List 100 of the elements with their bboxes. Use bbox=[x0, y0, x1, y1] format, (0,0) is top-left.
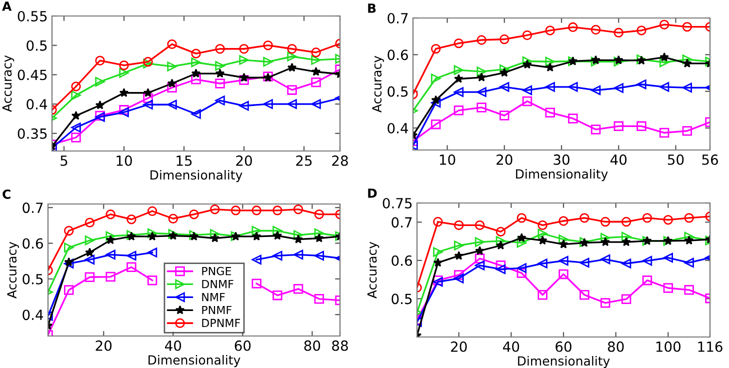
x-tick-label: 88 bbox=[332, 340, 348, 351]
point bbox=[454, 106, 464, 116]
y-tick-label: 0.7 bbox=[388, 12, 408, 24]
point bbox=[210, 204, 220, 214]
point bbox=[622, 237, 631, 246]
chart-title: A bbox=[2, 2, 12, 11]
point bbox=[500, 110, 510, 120]
point bbox=[684, 236, 694, 245]
point bbox=[621, 294, 632, 304]
point bbox=[538, 258, 548, 268]
point bbox=[314, 250, 324, 261]
x-tick-label: 20 bbox=[496, 154, 512, 165]
point bbox=[119, 68, 129, 78]
point bbox=[215, 96, 225, 106]
point bbox=[106, 235, 116, 244]
point bbox=[663, 252, 674, 263]
y-tick-label: 0.35 bbox=[18, 128, 47, 139]
point bbox=[167, 82, 177, 92]
point bbox=[682, 54, 692, 64]
point bbox=[147, 228, 158, 238]
point bbox=[580, 290, 590, 300]
point bbox=[496, 240, 506, 250]
point bbox=[545, 82, 555, 92]
point bbox=[84, 254, 95, 265]
point bbox=[71, 122, 81, 132]
x-tick-label: 80 bbox=[304, 340, 320, 351]
point bbox=[500, 64, 510, 74]
point bbox=[558, 239, 568, 248]
y-tick-label: 0.5 bbox=[26, 40, 47, 51]
y-tick-label: 0.5 bbox=[22, 274, 43, 284]
point bbox=[252, 226, 262, 236]
point bbox=[191, 48, 201, 58]
x-axis-title: Dimensionality bbox=[148, 354, 240, 368]
point bbox=[500, 68, 510, 77]
point bbox=[272, 206, 282, 216]
point bbox=[600, 254, 610, 264]
point bbox=[293, 204, 304, 214]
point bbox=[614, 83, 624, 93]
point bbox=[642, 256, 652, 266]
point bbox=[239, 72, 249, 82]
legend-label: PNMF bbox=[202, 306, 232, 314]
point bbox=[167, 100, 177, 110]
x-tick-label: 40 bbox=[610, 154, 627, 165]
point bbox=[215, 61, 225, 71]
point bbox=[71, 82, 81, 92]
x-axis-title: Dimensionality bbox=[150, 170, 242, 182]
point bbox=[516, 263, 527, 273]
point bbox=[636, 121, 646, 132]
x-tick-label: 40 bbox=[164, 340, 182, 351]
point bbox=[119, 105, 129, 115]
point bbox=[684, 258, 694, 268]
point bbox=[95, 76, 105, 87]
point bbox=[474, 254, 485, 264]
point bbox=[294, 234, 303, 244]
point bbox=[474, 260, 485, 270]
point bbox=[263, 56, 273, 67]
point bbox=[287, 85, 297, 95]
point bbox=[590, 85, 601, 96]
point bbox=[311, 99, 321, 109]
point bbox=[314, 228, 324, 238]
point bbox=[84, 218, 95, 228]
point bbox=[454, 74, 464, 83]
point bbox=[580, 213, 590, 223]
point bbox=[252, 278, 262, 288]
point bbox=[210, 229, 220, 239]
point bbox=[522, 85, 532, 96]
point bbox=[516, 238, 527, 248]
y-tick-label: 0.5 bbox=[392, 294, 412, 304]
point bbox=[143, 88, 153, 97]
y-tick-label: 0.7 bbox=[22, 202, 43, 214]
point bbox=[663, 214, 674, 225]
point bbox=[64, 226, 74, 236]
point bbox=[293, 284, 304, 294]
x-tick-label: 28 bbox=[332, 155, 348, 166]
point bbox=[636, 26, 646, 36]
x-tick-label: 40 bbox=[503, 341, 520, 352]
point bbox=[167, 62, 177, 72]
point bbox=[210, 233, 220, 242]
point bbox=[143, 93, 153, 104]
y-tick-label: 0.7 bbox=[392, 217, 412, 228]
point bbox=[64, 257, 74, 266]
point bbox=[272, 226, 282, 236]
point bbox=[85, 248, 94, 257]
legend-label: DNMF bbox=[202, 280, 234, 288]
point bbox=[106, 209, 116, 220]
point bbox=[430, 98, 441, 108]
point bbox=[659, 58, 670, 68]
point bbox=[545, 56, 555, 66]
point bbox=[263, 99, 273, 109]
y-tick-label: 0.4 bbox=[26, 99, 48, 110]
point bbox=[71, 110, 81, 120]
point bbox=[558, 269, 568, 280]
point bbox=[314, 209, 324, 220]
point bbox=[538, 236, 548, 245]
point bbox=[682, 82, 692, 93]
point bbox=[522, 30, 532, 40]
point bbox=[430, 119, 441, 130]
point bbox=[621, 216, 632, 227]
x-tick-label: 10 bbox=[116, 155, 132, 166]
point bbox=[287, 62, 297, 72]
